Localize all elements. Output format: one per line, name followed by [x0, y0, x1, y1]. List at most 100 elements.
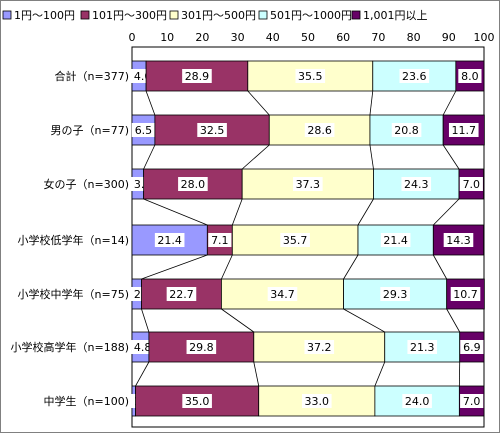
series-connector-line: [357, 198, 374, 226]
legend-swatch: [169, 10, 179, 20]
data-label: 28.9: [185, 70, 210, 83]
data-label-box: [460, 394, 484, 408]
data-label: 21.3: [410, 341, 435, 354]
series-connector-line: [432, 254, 448, 280]
series-connector-line: [446, 308, 461, 333]
data-label: 22.7: [169, 288, 194, 301]
category-label: 中学生（n=100): [44, 394, 129, 408]
data-label-box: [380, 233, 411, 247]
data-label: 35.0: [185, 395, 210, 408]
legend-label: 101円～300円: [92, 9, 167, 22]
legend-swatch: [351, 10, 361, 20]
data-label-box: [458, 69, 482, 83]
x-tick-label: 30: [231, 31, 245, 44]
series-connector-line: [143, 198, 208, 226]
data-label-box: [131, 340, 155, 354]
data-label: 33.0: [305, 395, 330, 408]
x-tick-label: 10: [160, 31, 174, 44]
legend-swatch: [80, 10, 90, 20]
series-connector-line: [241, 144, 270, 170]
data-label: 35.7: [283, 234, 308, 247]
series-connector-line: [221, 254, 233, 280]
series-connector-line: [143, 144, 156, 170]
series-connector-line: [145, 90, 156, 116]
data-label: 14.3: [446, 234, 471, 247]
series-connector-line: [369, 90, 374, 116]
category-label: 小学校低学年（n=14): [18, 233, 129, 247]
data-label-box: [399, 69, 430, 83]
data-label-box: [302, 394, 332, 408]
legend-label: 501円～1000円: [270, 9, 352, 22]
data-label: 6.5: [135, 124, 153, 137]
series-connector-line: [141, 308, 150, 333]
x-tick-label: 50: [301, 31, 315, 44]
category-label: 小学校高学年（n=188): [11, 340, 129, 354]
category-label: 女の子（n=300): [44, 177, 129, 191]
data-label-box: [391, 123, 422, 137]
data-label: 7.1: [211, 234, 229, 247]
data-label-box: [304, 123, 335, 137]
series-connector-line: [141, 254, 208, 280]
x-tick-label: 20: [195, 31, 209, 44]
data-label: 23.6: [402, 70, 427, 83]
data-label-box: [267, 287, 298, 301]
data-label-box: [186, 340, 217, 354]
x-tick-label: 90: [442, 31, 456, 44]
series-connector-line: [374, 361, 386, 387]
x-tick-label: 0: [129, 31, 136, 44]
series-connector-line: [433, 198, 460, 226]
data-label-box: [459, 177, 483, 191]
data-label-box: [460, 340, 484, 354]
data-label-box: [131, 123, 156, 137]
data-label-box: [295, 69, 326, 83]
data-label: 20.8: [394, 124, 419, 137]
data-label: 28.0: [181, 178, 206, 191]
series-connector-line: [442, 90, 457, 116]
data-label: 28.6: [307, 124, 332, 137]
data-label: 8.0: [461, 70, 479, 83]
data-label: 37.3: [296, 178, 321, 191]
x-tick-label: 60: [336, 31, 350, 44]
x-tick-label: 100: [474, 31, 495, 44]
data-label: 10.7: [453, 288, 478, 301]
data-label: 7.0: [463, 395, 481, 408]
data-label-box: [402, 394, 432, 408]
data-label-box: [450, 287, 481, 301]
data-label-box: [304, 340, 335, 354]
series-connector-line: [369, 144, 374, 170]
data-label: 34.7: [270, 288, 295, 301]
data-label-box: [166, 287, 197, 301]
series-connector-line: [442, 144, 460, 170]
data-label: 24.0: [405, 395, 430, 408]
series-connector-line: [231, 198, 243, 226]
category-label: 合計（n=377): [55, 69, 129, 83]
data-label-box: [208, 233, 232, 247]
data-label-box: [182, 69, 212, 83]
data-label: 24.3: [404, 178, 429, 191]
data-label: 35.5: [298, 70, 323, 83]
data-label-box: [443, 233, 474, 247]
data-label-box: [407, 340, 438, 354]
series-connector-line: [221, 308, 255, 333]
x-tick-label: 80: [407, 31, 421, 44]
data-label-box: [280, 233, 310, 247]
category-label: 男の子（n=77): [51, 124, 129, 137]
legend-label: 1,001円以上: [363, 9, 428, 22]
data-label-box: [182, 394, 212, 408]
data-label: 6.9: [463, 341, 481, 354]
legend-swatch: [258, 10, 268, 20]
data-label-box: [178, 177, 208, 191]
data-label: 32.5: [200, 124, 225, 137]
data-label: 11.7: [452, 124, 477, 137]
category-label: 小学校中学年（n=75): [18, 287, 129, 301]
legend-swatch: [2, 10, 12, 20]
data-label: 7.0: [463, 178, 481, 191]
data-label-box: [448, 123, 479, 137]
data-label: 37.2: [307, 341, 332, 354]
series-connector-line: [253, 361, 260, 387]
data-label: 21.4: [383, 234, 408, 247]
data-label: 4.8: [134, 341, 152, 354]
data-label-box: [401, 177, 432, 191]
data-label: 29.8: [189, 341, 214, 354]
